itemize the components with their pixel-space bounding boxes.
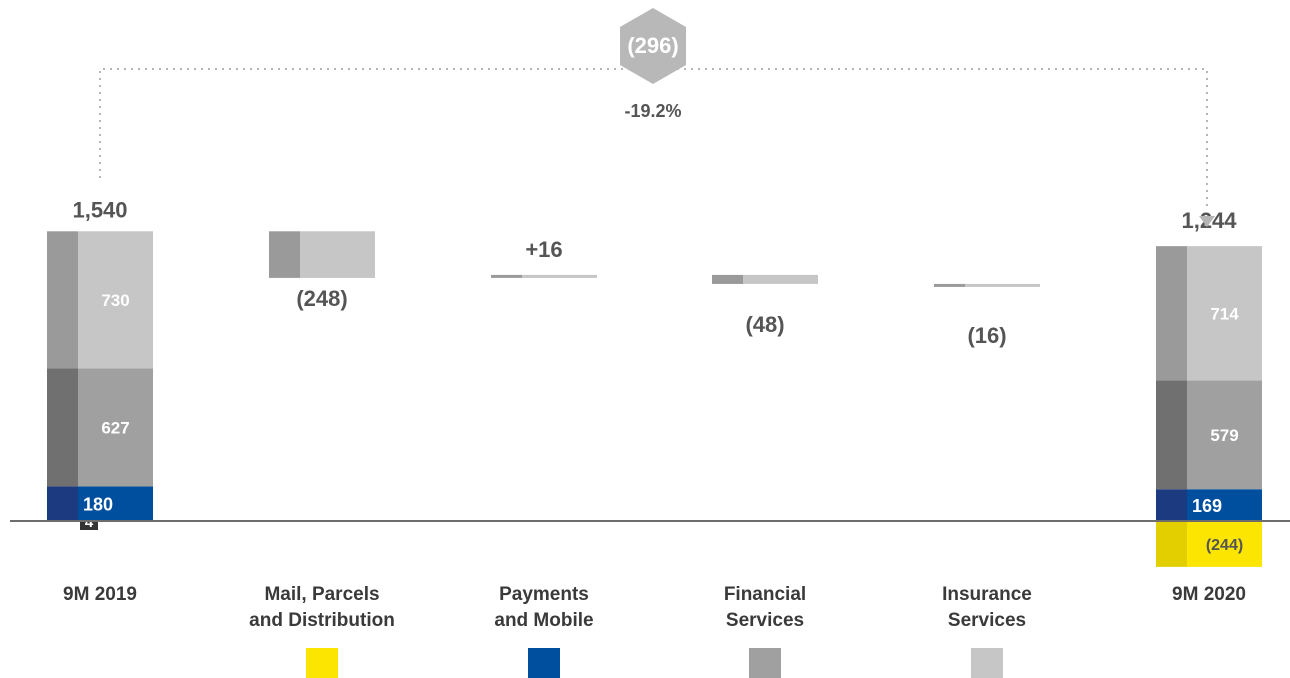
end-payments-edge [1156,489,1187,521]
end-mail-bar [1187,521,1262,567]
change-bar-2-edge [491,274,522,278]
start-insurance-edge [47,231,78,369]
total-change-hexagon [620,8,686,84]
category-label-4-line-1: Financial [724,584,806,605]
start-financial-label: 627 [101,418,129,437]
end-mail-label: (244) [1206,537,1243,554]
category-label-2-line-1: Mail, Parcels [264,584,379,605]
change-bar-3 [743,274,818,284]
change-label-2: +16 [525,237,562,262]
change-bar-1 [300,231,375,278]
category-label-6: 9M 2020 [1172,584,1246,605]
category-label-4: Financial Services [724,584,806,631]
category-label-2: Mail, Parcels and Distribution [249,584,395,631]
category-label-5: Insurance Services [942,584,1032,631]
end-financial-label: 579 [1210,426,1238,445]
category-label-5-line-1: Insurance [942,584,1032,605]
start-mail-label: 4 [85,514,94,531]
legend-swatch-insurance [971,648,1003,678]
end-financial-edge [1156,380,1187,490]
category-label-1-line-1: 9M 2019 [63,584,137,605]
total-change-connector [99,68,1208,210]
category-label-1: 9M 2019 [63,584,137,605]
change-bar-1-edge [269,231,300,278]
end-insurance-label: 714 [1210,304,1239,323]
change-bar-4-edge [934,283,965,287]
category-label-2-line-2: and Distribution [249,610,395,631]
category-label-3-line-2: and Mobile [494,610,593,631]
category-label-4-line-2: Services [726,610,804,631]
start-financial-edge [47,368,78,487]
end-insurance-edge [1156,246,1187,381]
change-label-1: (248) [296,286,347,311]
total-change-percent: -19.2% [624,101,681,121]
category-label-3-line-1: Payments [499,584,589,605]
legend-swatch-mail [306,648,338,678]
change-bar-3-edge [712,274,743,284]
end-mail-edge [1156,521,1187,567]
start-payments-edge [47,486,78,521]
change-bar-2 [522,274,597,278]
start-payments-bar [78,486,153,521]
legend-swatch-financial [749,648,781,678]
end-payments-label: 169 [1192,496,1222,516]
start-insurance-bar [78,231,153,369]
legend-swatch-payments [528,648,560,678]
connector-arrow [1199,216,1215,227]
end-financial-bar [1187,380,1262,490]
category-label-6-line-1: 9M 2020 [1172,584,1246,605]
start-payments-label: 180 [83,494,113,514]
total-change-label: (296) [627,33,678,58]
change-label-4: (16) [967,323,1006,348]
category-label-3: Payments and Mobile [494,584,593,631]
end-insurance-bar [1187,246,1262,381]
change-label-3: (48) [745,312,784,337]
start-total-label: 1,540 [72,197,127,222]
category-label-5-line-2: Services [948,610,1026,631]
end-payments-bar [1187,489,1262,521]
change-bar-4 [965,283,1040,287]
start-insurance-label: 730 [101,291,129,310]
start-financial-bar [78,368,153,487]
